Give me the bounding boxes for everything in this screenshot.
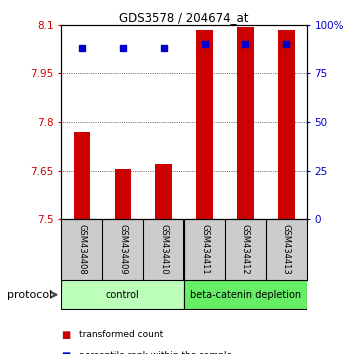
Text: GSM434410: GSM434410 xyxy=(159,224,168,275)
Text: transformed count: transformed count xyxy=(79,330,164,339)
Bar xyxy=(74,132,90,219)
Bar xyxy=(184,280,307,309)
Bar xyxy=(278,30,295,219)
Text: ■: ■ xyxy=(61,351,71,354)
Bar xyxy=(61,280,184,309)
Text: control: control xyxy=(106,290,140,300)
Text: GSM434413: GSM434413 xyxy=(282,224,291,275)
Bar xyxy=(156,164,172,219)
Text: GSM434412: GSM434412 xyxy=(241,224,250,275)
Bar xyxy=(114,169,131,219)
Bar xyxy=(237,27,254,219)
Text: ■: ■ xyxy=(61,330,71,339)
Title: GDS3578 / 204674_at: GDS3578 / 204674_at xyxy=(119,11,249,24)
Text: percentile rank within the sample: percentile rank within the sample xyxy=(79,351,232,354)
Text: GSM434408: GSM434408 xyxy=(77,224,86,275)
Bar xyxy=(196,30,213,219)
Text: protocol: protocol xyxy=(7,290,52,300)
Text: GSM434411: GSM434411 xyxy=(200,224,209,275)
Text: GSM434409: GSM434409 xyxy=(118,224,127,275)
Text: beta-catenin depletion: beta-catenin depletion xyxy=(190,290,301,300)
